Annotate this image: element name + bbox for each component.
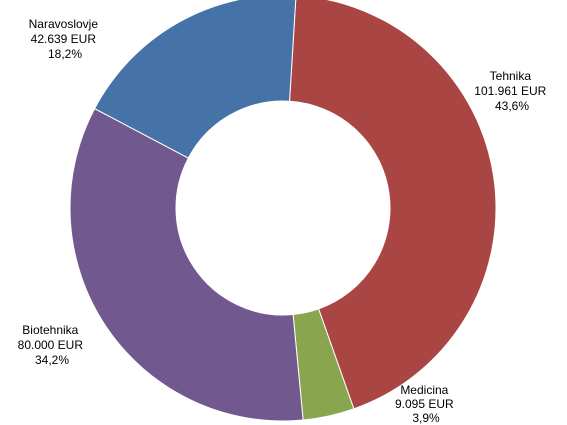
label-biotehnika-amount: 80.000 EUR xyxy=(18,338,84,352)
label-biotehnika-name: Biotehnika xyxy=(22,323,78,337)
label-medicina: Medicina 9.095 EUR 3,9% xyxy=(395,383,457,425)
label-biotehnika-percent: 34,2% xyxy=(35,353,69,367)
label-medicina-percent: 3,9% xyxy=(412,411,440,425)
label-naravoslovje: Naravoslovje 42.639 EUR 18,2% xyxy=(29,17,102,61)
slices xyxy=(69,0,497,422)
label-medicina-name: Medicina xyxy=(400,383,448,397)
label-naravoslovje-name: Naravoslovje xyxy=(29,17,99,31)
label-tehnika-amount: 101.961 EUR xyxy=(474,84,546,98)
label-tehnika-percent: 43,6% xyxy=(495,99,529,113)
label-medicina-amount: 9.095 EUR xyxy=(395,397,454,411)
slice-naravoslovje xyxy=(93,0,297,159)
label-naravoslovje-amount: 42.639 EUR xyxy=(31,32,97,46)
label-biotehnika: Biotehnika 80.000 EUR 34,2% xyxy=(18,323,87,367)
label-tehnika-name: Tehnika xyxy=(490,69,532,83)
slice-biotehnika xyxy=(69,107,304,422)
label-naravoslovje-percent: 18,2% xyxy=(48,47,82,61)
label-tehnika: Tehnika 101.961 EUR 43,6% xyxy=(474,69,549,113)
slice-tehnika xyxy=(289,0,497,410)
